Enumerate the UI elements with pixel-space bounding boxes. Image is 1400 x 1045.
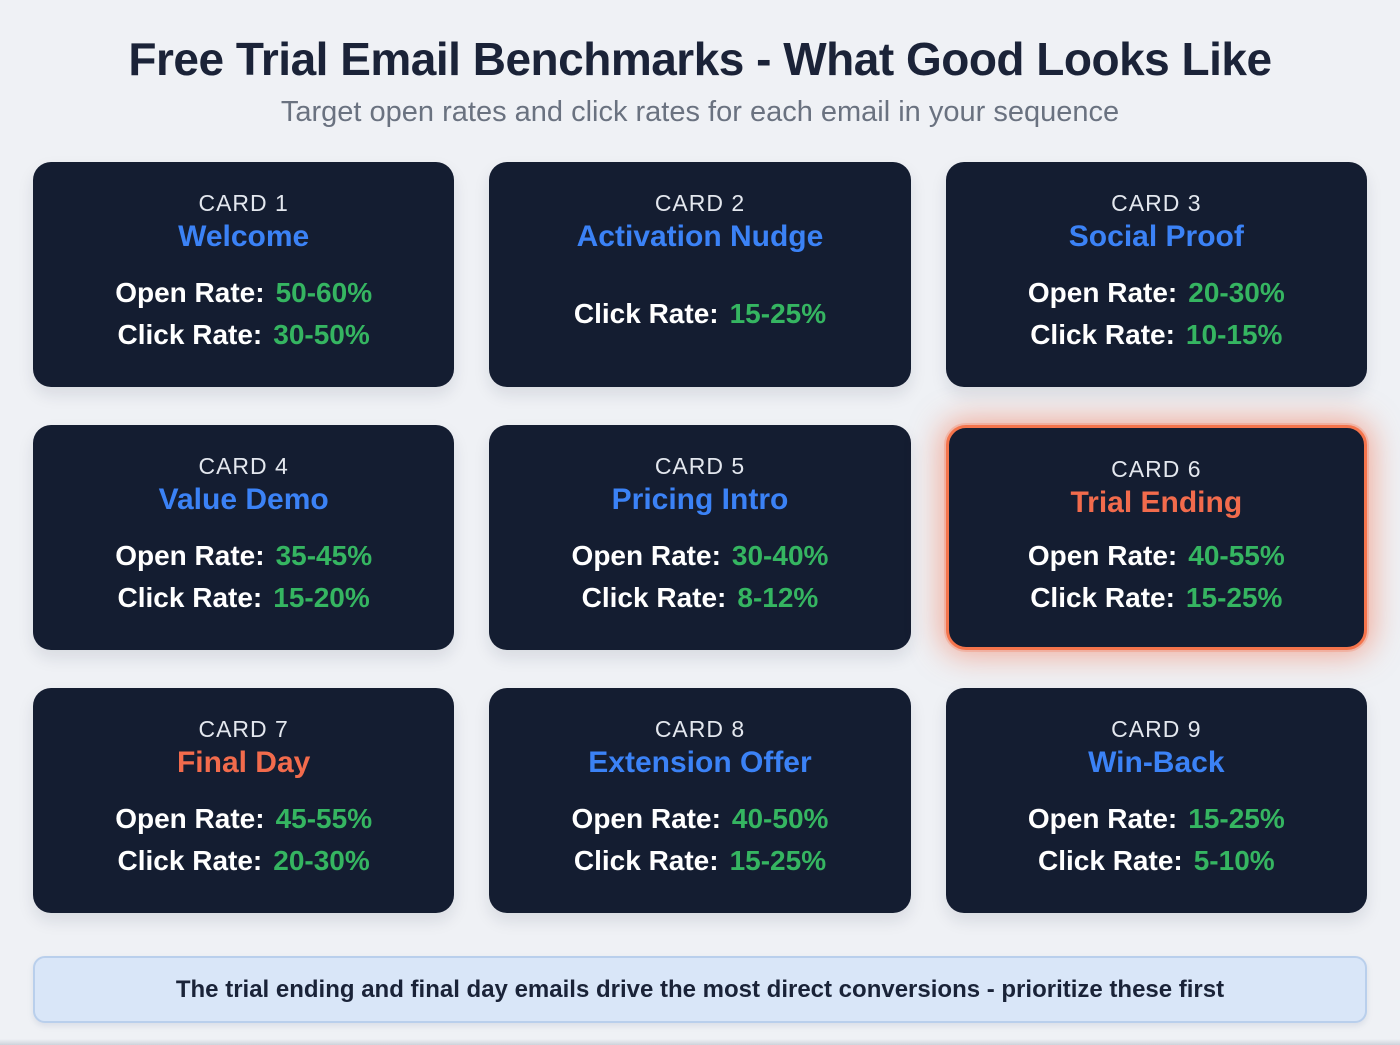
metric-value: 45-55%: [275, 802, 373, 834]
metric-label: Click Rate:: [117, 318, 263, 350]
open-rate-metric: Open Rate: 45-55%: [115, 798, 372, 840]
click-rate-metric: Click Rate: 30-50%: [115, 314, 372, 356]
metric-value: 30-50%: [273, 318, 370, 350]
metric-label: Click Rate:: [1030, 318, 1175, 350]
card-title: Pricing Intro: [611, 483, 789, 516]
open-rate-metric: Open Rate: 50-60%: [115, 272, 372, 314]
open-rate-metric: Open Rate: 30-40%: [572, 535, 829, 577]
metric-value: 8-12%: [737, 581, 819, 613]
open-rate-metric: Open Rate: 40-50%: [572, 798, 829, 840]
metric-value: 40-55%: [1188, 539, 1285, 571]
click-rate-metric: Click Rate: 15-25%: [1028, 577, 1285, 619]
open-rate-metric: Open Rate: 15-25%: [1028, 798, 1285, 840]
metric-value: 10-15%: [1185, 318, 1283, 350]
metric-value: 50-60%: [275, 276, 373, 308]
card-title: Value Demo: [158, 483, 329, 516]
card-label: CARD 2: [654, 190, 746, 216]
metric-label: Open Rate:: [115, 539, 265, 571]
card-metrics: Open Rate: 20-30% Click Rate: 10-15%: [1028, 256, 1285, 367]
metric-label: Open Rate:: [1027, 276, 1178, 308]
metric-label: Click Rate:: [117, 844, 263, 876]
card-metrics: Open Rate: 30-40% Click Rate: 8-12%: [572, 519, 829, 630]
open-rate-metric: Open Rate: 35-45%: [115, 535, 372, 577]
card-8-extension-offer: CARD 8 Extension Offer Open Rate: 40-50% …: [489, 688, 911, 913]
metric-label: Click Rate:: [1030, 581, 1175, 613]
card-title: Social Proof: [1068, 220, 1244, 253]
card-metrics: Open Rate: 40-50% Click Rate: 15-25%: [572, 782, 829, 893]
metric-label: Open Rate:: [1027, 539, 1178, 571]
metric-label: Click Rate:: [573, 297, 719, 329]
click-rate-metric: Click Rate: 20-30%: [115, 840, 372, 882]
card-title: Win-Back: [1088, 746, 1225, 779]
metric-value: 30-40%: [731, 539, 829, 571]
card-label: CARD 5: [654, 453, 746, 479]
metric-value: 5-10%: [1193, 844, 1275, 876]
card-3-social-proof: CARD 3 Social Proof Open Rate: 20-30% Cli…: [945, 162, 1367, 387]
card-metrics: Open Rate: 35-45% Click Rate: 15-20%: [115, 519, 372, 630]
metric-value: 15-25%: [1188, 802, 1285, 834]
card-title: Extension Offer: [588, 746, 812, 779]
card-7-final-day: CARD 7 Final Day Open Rate: 45-55% Click …: [33, 688, 455, 913]
metric-value: 15-25%: [729, 297, 827, 329]
card-label: CARD 7: [198, 716, 289, 742]
card-title: Trial Ending: [1070, 486, 1243, 519]
card-label: CARD 6: [1111, 456, 1202, 482]
card-label: CARD 3: [1111, 190, 1202, 216]
page-subtitle: Target open rates and click rates for ea…: [280, 96, 1120, 128]
card-label: CARD 8: [654, 716, 746, 742]
card-metrics: Open Rate: 45-55% Click Rate: 20-30%: [115, 782, 372, 893]
metric-value: 15-20%: [273, 581, 370, 613]
benchmark-card-grid: CARD 1 Welcome Open Rate: 50-60% Click Ra…: [33, 162, 1367, 913]
metric-value: 15-25%: [729, 844, 827, 876]
click-rate-metric: Click Rate: 5-10%: [1028, 840, 1285, 882]
metric-label: Click Rate:: [1038, 844, 1183, 876]
card-label: CARD 4: [198, 453, 289, 479]
metric-label: Open Rate:: [571, 539, 721, 571]
card-4-value-demo: CARD 4 Value Demo Open Rate: 35-45% Click…: [33, 425, 455, 650]
metric-value: 15-25%: [1185, 581, 1283, 613]
click-rate-metric: Click Rate: 15-25%: [572, 840, 829, 882]
bottom-edge-shadow: [0, 1039, 1400, 1045]
card-label: CARD 1: [198, 190, 289, 216]
card-label: CARD 9: [1111, 716, 1202, 742]
metric-label: Open Rate:: [571, 802, 721, 834]
click-rate-metric: Click Rate: 10-15%: [1028, 314, 1285, 356]
metric-label: Click Rate:: [117, 581, 263, 613]
card-5-pricing-intro: CARD 5 Pricing Intro Open Rate: 30-40% Cl…: [489, 425, 911, 650]
card-title: Final Day: [176, 746, 311, 779]
click-rate-metric: Click Rate: 15-25%: [574, 293, 826, 335]
metric-label: Open Rate:: [115, 802, 265, 834]
metric-value: 20-30%: [1188, 276, 1285, 308]
card-title: Welcome: [178, 220, 310, 253]
card-9-win-back: CARD 9 Win-Back Open Rate: 15-25% Click R…: [945, 688, 1367, 913]
card-2-activation-nudge: CARD 2 Activation Nudge Click Rate: 15-25…: [489, 162, 911, 387]
priority-note-text: The trial ending and final day emails dr…: [175, 975, 1225, 1003]
card-6-trial-ending-highlighted: CARD 6 Trial Ending Open Rate: 40-55% Cli…: [945, 425, 1367, 650]
metric-label: Click Rate:: [573, 844, 719, 876]
card-metrics: Open Rate: 15-25% Click Rate: 5-10%: [1028, 782, 1285, 893]
click-rate-metric: Click Rate: 15-20%: [115, 577, 372, 619]
metric-value: 40-50%: [731, 802, 829, 834]
card-metrics: Click Rate: 15-25%: [574, 256, 826, 367]
open-rate-metric: Open Rate: 20-30%: [1028, 272, 1285, 314]
open-rate-metric: Open Rate: 40-55%: [1028, 535, 1285, 577]
click-rate-metric: Click Rate: 8-12%: [572, 577, 829, 619]
card-metrics: Open Rate: 50-60% Click Rate: 30-50%: [115, 256, 372, 367]
metric-label: Open Rate:: [115, 276, 265, 308]
card-1-welcome: CARD 1 Welcome Open Rate: 50-60% Click Ra…: [33, 162, 455, 387]
card-metrics: Open Rate: 40-55% Click Rate: 15-25%: [1028, 522, 1285, 627]
metric-value: 20-30%: [273, 844, 370, 876]
metric-label: Open Rate:: [1027, 802, 1178, 834]
metric-value: 35-45%: [275, 539, 373, 571]
page-title: Free Trial Email Benchmarks - What Good …: [128, 33, 1272, 85]
metric-label: Click Rate:: [581, 581, 727, 613]
priority-note-banner: The trial ending and final day emails dr…: [33, 956, 1367, 1023]
card-title: Activation Nudge: [576, 220, 824, 253]
